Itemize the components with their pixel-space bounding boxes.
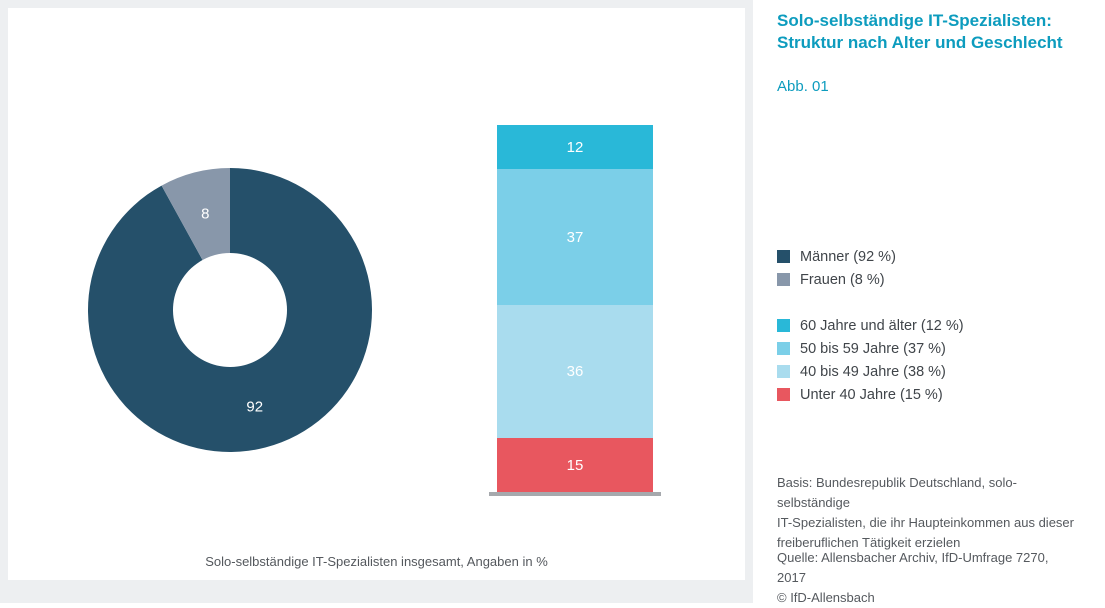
- legend-swatch-age-under-40: [777, 388, 790, 401]
- bar-segment-3: 15: [497, 437, 653, 493]
- legend-label-age-60-plus: 60 Jahre und älter (12 %): [800, 317, 964, 334]
- legend-swatch-age-50-59: [777, 342, 790, 355]
- legend-swatch-frauen: [777, 273, 790, 286]
- chart-caption: Solo-selbständige IT-Spezialisten insges…: [205, 554, 548, 569]
- legend-label-age-under-40: Unter 40 Jahre (15 %): [800, 386, 943, 403]
- legend-swatch-age-60-plus: [777, 319, 790, 332]
- legend-label-age-40-49: 40 bis 49 Jahre (38 %): [800, 363, 946, 380]
- legend-label-maenner: Männer (92 %): [800, 248, 896, 265]
- figure-number: Abb. 01: [777, 78, 829, 95]
- legend-label-frauen: Frauen (8 %): [800, 271, 885, 288]
- page-title: Solo-selbständige IT-Spezialisten: Struk…: [777, 11, 1063, 52]
- legend-gender: Männer (92 %) Frauen (8 %): [777, 245, 1097, 291]
- basis-note: Basis: Bundesrepublik Deutschland, solo-…: [777, 475, 1074, 550]
- donut-value-label-0: 92: [246, 398, 263, 415]
- bar-segment-value-0: 12: [566, 138, 584, 156]
- gender-donut-chart: 92 8: [87, 168, 373, 453]
- legend-item-age-50-59: 50 bis 59 Jahre (37 %): [777, 337, 1097, 360]
- bar-segment-value-2: 36: [566, 363, 584, 381]
- source-note: Quelle: Allensbacher Archiv, IfD-Umfrage…: [777, 550, 1049, 605]
- legend-swatch-age-40-49: [777, 365, 790, 378]
- donut-slice-0: [87, 168, 373, 453]
- legend-age: 60 Jahre und älter (12 %) 50 bis 59 Jahr…: [777, 314, 1097, 406]
- legend-item-age-40-49: 40 bis 49 Jahre (38 %): [777, 360, 1097, 383]
- bar-segment-value-3: 15: [566, 456, 584, 474]
- legend-item-age-60-plus: 60 Jahre und älter (12 %): [777, 314, 1097, 337]
- legend-item-age-under-40: Unter 40 Jahre (15 %): [777, 383, 1097, 406]
- legend-item-frauen: Frauen (8 %): [777, 268, 1097, 291]
- legend-label-age-50-59: 50 bis 59 Jahre (37 %): [800, 340, 946, 357]
- legend-swatch-maenner: [777, 250, 790, 263]
- donut-slice-1: [161, 168, 230, 261]
- bar-baseline: [489, 492, 661, 496]
- age-stacked-bar-chart: 12 37 36 15: [497, 125, 653, 493]
- bar-segment-1: 37: [497, 169, 653, 306]
- donut-value-label-1: 8: [201, 206, 209, 223]
- bar-segment-2: 36: [497, 305, 653, 438]
- info-panel: Solo-selbständige IT-Spezialisten: Struk…: [777, 0, 1097, 605]
- bar-segment-value-1: 37: [566, 228, 584, 246]
- chart-area: 92 8 12 37 36 15 Solo-selbständige IT-Spezia…: [8, 8, 745, 580]
- bar-segment-0: 12: [497, 125, 653, 170]
- legend-item-maenner: Männer (92 %): [777, 245, 1097, 268]
